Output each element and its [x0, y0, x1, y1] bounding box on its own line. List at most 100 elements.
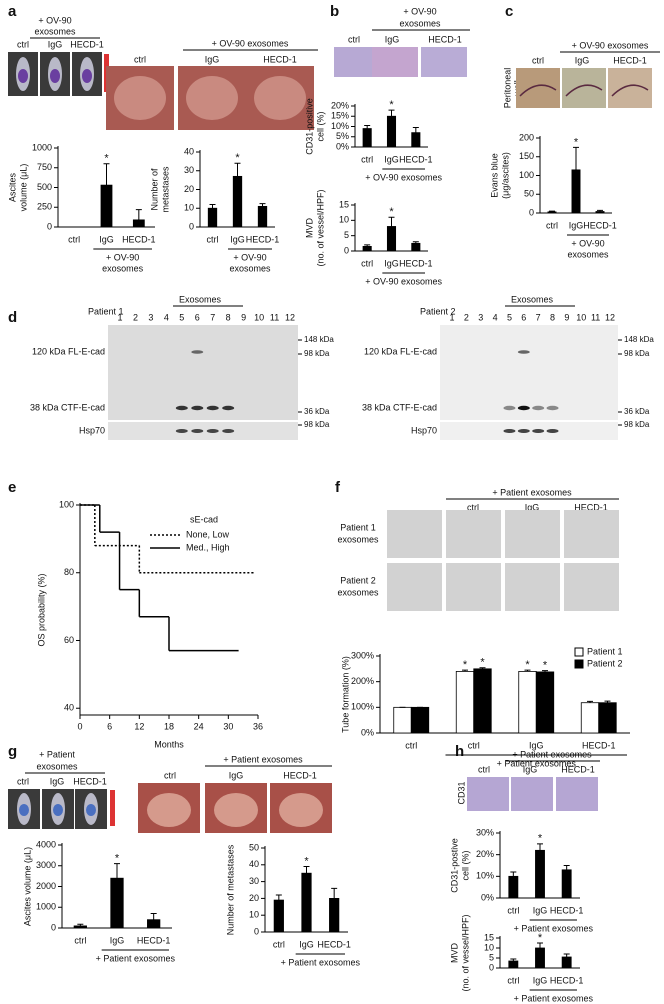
- bar: [411, 242, 421, 252]
- y-tick-label: 0: [254, 926, 259, 936]
- x-tick-label: HECD-1: [137, 935, 171, 945]
- y-tick-label: 300%: [351, 650, 374, 660]
- y-tick-label: 100: [59, 499, 74, 509]
- x-tick-label: ctrl: [507, 905, 519, 915]
- bar: [595, 211, 605, 214]
- group-label: + Patient exosomes: [281, 957, 361, 967]
- label: 7: [210, 312, 215, 322]
- panel-letter: h: [455, 743, 464, 760]
- y-tick-label: 0%: [336, 141, 349, 151]
- error-bar: [573, 146, 579, 170]
- band: [206, 429, 219, 433]
- y-tick-label: 750: [37, 162, 52, 172]
- y-tick-label: 40: [184, 146, 194, 156]
- significance-star: *: [538, 932, 543, 944]
- y-tick-label: 5: [344, 230, 349, 240]
- y-axis-label: CD31-positive: [304, 98, 314, 155]
- y-tick-label: 10: [184, 203, 194, 213]
- label: + OV-90 exosomes: [212, 38, 289, 48]
- y-tick-label: 0: [51, 922, 56, 932]
- error-bar: [537, 843, 543, 851]
- signal: [82, 69, 92, 83]
- significance-star: *: [463, 659, 468, 671]
- x-tick-label: IgG: [569, 220, 584, 230]
- error-bar: [563, 953, 570, 957]
- label: + Patient exosomes: [492, 487, 572, 497]
- error-bar: [234, 162, 241, 177]
- label: 9: [564, 312, 569, 322]
- x-tick-label: ctrl: [361, 154, 373, 164]
- x-tick-label: IgG: [533, 975, 548, 985]
- error-bar: [524, 669, 531, 672]
- y-axis-label: Evans blue: [489, 153, 499, 198]
- significance-star: *: [538, 833, 543, 845]
- y-tick-label: 4000: [36, 839, 56, 849]
- band: [532, 429, 545, 433]
- label: Exosomes: [179, 294, 222, 304]
- significance-star: *: [115, 853, 120, 865]
- x-tick-label: 12: [134, 721, 144, 731]
- panel-letter: b: [330, 3, 339, 20]
- tissue: [147, 793, 191, 827]
- x-tick-label: IgG: [230, 234, 245, 244]
- band: [222, 429, 235, 433]
- x-tick-label: HECD-1: [399, 258, 433, 268]
- y-axis-label: MVD: [304, 218, 314, 239]
- significance-star: *: [543, 660, 548, 672]
- error-bar: [597, 209, 603, 212]
- label: 5: [179, 312, 184, 322]
- bar: [473, 668, 492, 734]
- label: IgG: [48, 39, 63, 49]
- bar: [100, 184, 113, 228]
- blot: [108, 325, 298, 420]
- label: 120 kDa FL-E-cad: [364, 346, 437, 356]
- y-tick-label: 30: [184, 165, 194, 175]
- error-bar: [303, 865, 310, 874]
- y-tick-label: 10: [484, 942, 494, 952]
- bar: [598, 702, 617, 734]
- label: IgG: [525, 502, 540, 512]
- y-tick-label: 100%: [351, 702, 374, 712]
- error-bar: [563, 865, 570, 870]
- label: 8: [226, 312, 231, 322]
- label: HECD-1: [428, 34, 462, 44]
- y-tick-label: 20%: [476, 849, 494, 859]
- blot: [440, 325, 618, 420]
- y-tick-label: 3000: [36, 860, 56, 870]
- bar: [273, 899, 284, 933]
- colorbar: [110, 790, 115, 826]
- group-label: exosomes: [102, 263, 144, 273]
- y-tick-label: 20: [184, 184, 194, 194]
- y-tick-label: 1000: [36, 902, 56, 912]
- panel-letter: d: [8, 309, 17, 326]
- x-tick-label: 30: [223, 721, 233, 731]
- group-label: + Patient exosomes: [514, 923, 594, 933]
- error-bar: [388, 109, 395, 117]
- x-tick-label: 0: [77, 721, 82, 731]
- label: 3: [148, 312, 153, 322]
- group-label: + OV-90: [106, 252, 139, 262]
- image-placeholder: [467, 777, 509, 811]
- band: [206, 405, 219, 411]
- bar: [411, 132, 421, 148]
- bar: [362, 128, 372, 148]
- signal: [50, 69, 60, 83]
- vessel: [611, 84, 649, 97]
- label: ctrl: [17, 776, 29, 786]
- error-bar: [587, 700, 593, 703]
- label: IgG: [205, 54, 220, 64]
- x-tick-label: 24: [194, 721, 204, 731]
- label: 98 kDa: [304, 420, 330, 429]
- y-tick-label: 15: [339, 199, 349, 209]
- y-tick-label: 20: [249, 893, 259, 903]
- band: [517, 405, 530, 411]
- error-bar: [388, 216, 395, 227]
- bar: [535, 671, 555, 734]
- label: HECD-1: [613, 55, 647, 65]
- y-axis-label: Ascites: [7, 172, 17, 202]
- y-tick-label: 10: [339, 215, 349, 225]
- error-bar: [549, 210, 555, 212]
- error-bar: [331, 887, 338, 899]
- y-tick-label: 150: [519, 151, 534, 161]
- significance-star: *: [235, 152, 240, 164]
